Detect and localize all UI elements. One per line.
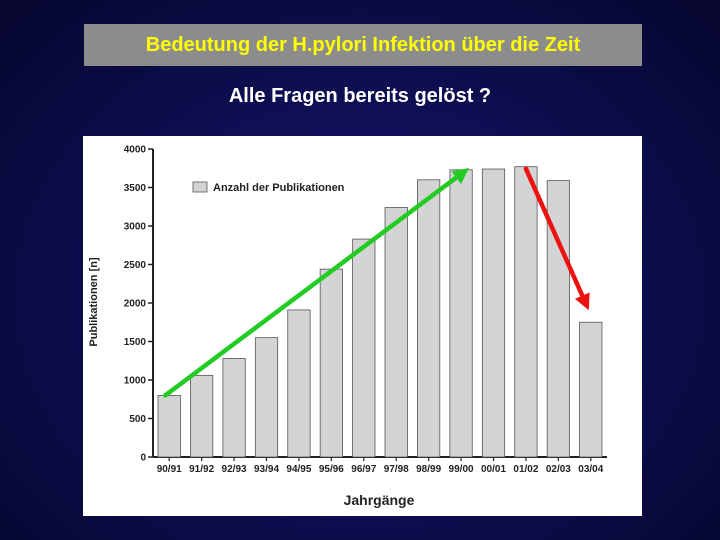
slide-title-bar: Bedeutung der H.pylori Infektion über di… xyxy=(84,24,642,66)
bar-94-95 xyxy=(287,309,311,458)
y-tick-label: 3500 xyxy=(124,183,147,194)
y-tick-label: 500 xyxy=(129,414,146,425)
y-tick-label: 0 xyxy=(140,453,146,464)
x-tick-labels: 90/91 91/92 92/93 93/94 94/95 95/96 96/97 97/98… xyxy=(157,464,604,475)
chart-annotations xyxy=(162,166,590,398)
y-tick-label: 3000 xyxy=(124,222,147,233)
y-tick-label: 1500 xyxy=(124,337,147,348)
x-tick-label: 98/99 xyxy=(416,464,441,475)
y-tick-label: 2500 xyxy=(124,260,147,271)
increase-arrow-shaft xyxy=(162,175,459,398)
x-tick-label: 99/00 xyxy=(449,464,474,475)
increase-arrow-head xyxy=(451,168,470,185)
bar-01-02 xyxy=(514,166,538,458)
bar-96-97 xyxy=(352,238,376,458)
decrease-arrow-shaft xyxy=(523,166,585,298)
y-tick-label: 2000 xyxy=(124,299,147,310)
decrease-arrow xyxy=(523,166,590,311)
x-tick-label: 03/04 xyxy=(578,464,603,475)
x-tick-label: 94/95 xyxy=(286,464,311,475)
y-tick-label: 4000 xyxy=(124,145,147,156)
y-tick-labels: 0 500 1000 1500 2000 2500 3000 3500 4000 xyxy=(124,145,147,464)
x-tick-label: 91/92 xyxy=(189,464,214,475)
x-tick-label: 92/93 xyxy=(222,464,247,475)
decrease-arrow-head xyxy=(574,292,590,311)
bar-91-92 xyxy=(190,374,214,458)
bar-99-00 xyxy=(449,169,473,458)
bar-90-91 xyxy=(157,394,181,458)
bar-03-04 xyxy=(579,321,603,458)
x-axis-label: Jahrgänge xyxy=(344,492,415,508)
x-tick-label: 90/91 xyxy=(157,464,182,475)
chart-bars xyxy=(157,166,603,458)
x-tick-label: 93/94 xyxy=(254,464,279,475)
increase-arrow xyxy=(162,168,470,398)
bar-98-99 xyxy=(417,179,441,458)
x-tick-label: 97/98 xyxy=(384,464,409,475)
x-tick-label: 02/03 xyxy=(546,464,571,475)
bar-95-96 xyxy=(319,268,343,458)
legend-label: Anzahl der Publikationen xyxy=(213,182,345,194)
bar-00-01 xyxy=(481,168,506,458)
slide-subtitle: Alle Fragen bereits gelöst ? xyxy=(228,85,492,107)
bar-92-93 xyxy=(222,358,246,458)
x-tick-label: 01/02 xyxy=(513,464,538,475)
x-tick-label: 96/97 xyxy=(351,464,376,475)
bar-97-98 xyxy=(384,207,408,458)
bar-93-94 xyxy=(254,337,279,458)
bar-chart: 90/91 91/92 92/93 93/94 94/95 95/96 96/97 97/98… xyxy=(88,145,607,508)
y-tick-label: 1000 xyxy=(124,376,147,387)
slide-title: Bedeutung der H.pylori Infektion über di… xyxy=(145,33,581,56)
y-axis-label: Publikationen [n] xyxy=(88,257,100,347)
x-tick-label: 00/01 xyxy=(481,464,506,475)
chart-legend: Anzahl der Publikationen xyxy=(192,181,345,194)
x-tick-label: 95/96 xyxy=(319,464,344,475)
legend-swatch xyxy=(192,181,208,193)
chart-panel: 90/91 91/92 92/93 93/94 94/95 95/96 96/97 97/98… xyxy=(83,136,642,516)
